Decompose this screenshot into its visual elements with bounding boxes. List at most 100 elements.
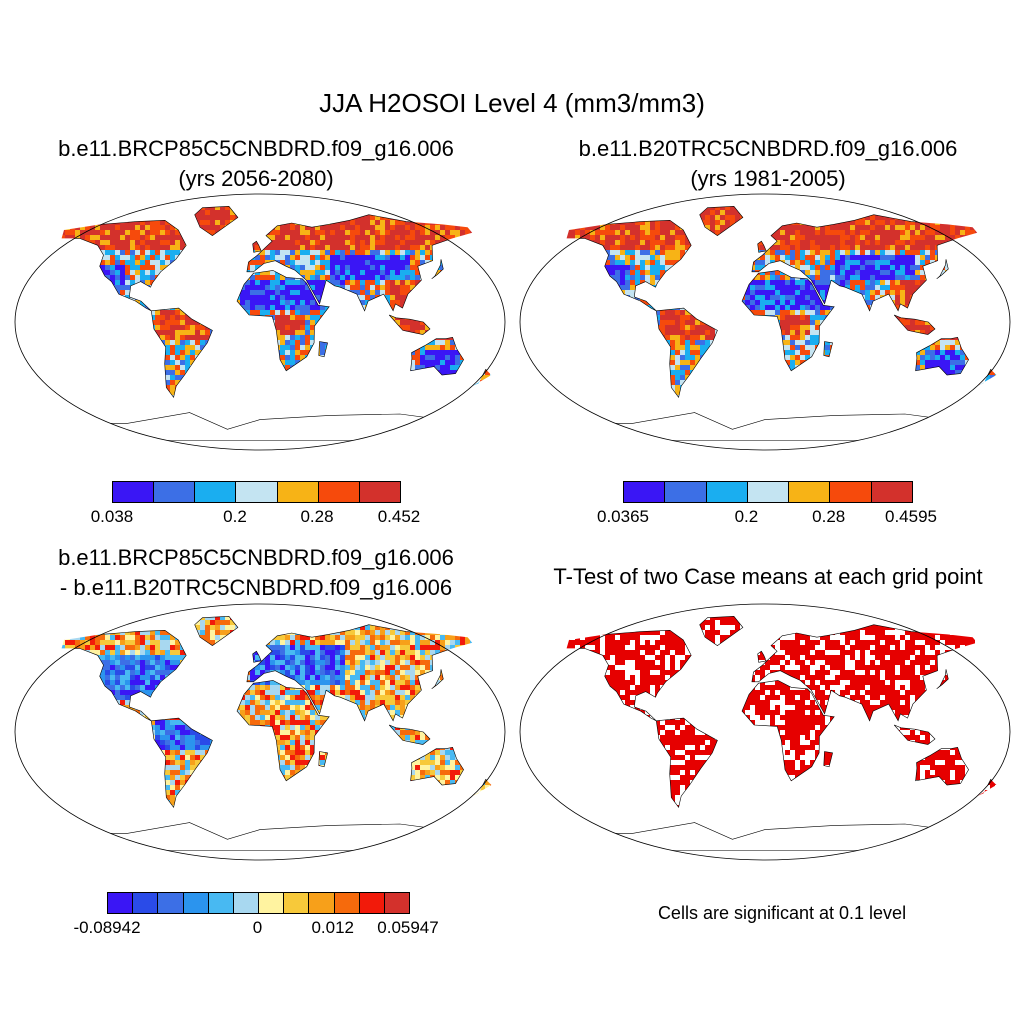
colorbar-label: 0.0365 — [583, 507, 663, 527]
africa-outline — [236, 680, 330, 782]
eurasia-outline — [751, 214, 978, 312]
japan-outline — [936, 669, 949, 690]
map-ttest — [519, 603, 1011, 861]
africa-outline — [741, 270, 835, 372]
map-border — [14, 603, 506, 861]
colorbar-swatch — [233, 893, 260, 913]
main-title: JJA H2OSOI Level 4 (mm3/mm3) — [0, 88, 1024, 119]
map-border — [519, 603, 1011, 861]
colorbar-difference — [107, 892, 410, 914]
australia-outline — [410, 746, 464, 786]
panel2-title-line2: (yrs 1981-2005) — [512, 164, 1024, 194]
colorbar-future — [112, 481, 401, 503]
colorbar-swatch — [277, 482, 319, 502]
colorbar-swatch — [359, 482, 400, 502]
eurasia-outline — [246, 624, 473, 722]
samerica-outline — [655, 307, 718, 398]
colorbar-swatch — [133, 893, 159, 913]
greenland-outline — [194, 615, 239, 646]
colorbar-swatch — [158, 893, 184, 913]
colorbar-swatch — [108, 893, 134, 913]
colorbar-swatch — [113, 482, 155, 502]
indonesia-outline — [893, 314, 936, 335]
map-difference — [14, 603, 506, 861]
colorbar-swatch — [284, 893, 310, 913]
colorbar-swatch — [384, 893, 410, 913]
madagascar-outline — [318, 341, 328, 358]
antarctica-outline — [561, 822, 969, 851]
colorbar-historical — [623, 481, 913, 503]
panel3-title: b.e11.BRCP85C5CNBDRD.f09_g16.006 - b.e11… — [0, 543, 512, 603]
panel2-title-line1: b.e11.B20TRC5CNBDRD.f09_g16.006 — [512, 134, 1024, 164]
panel4-title-line1: T-Test of two Case means at each grid po… — [512, 562, 1024, 592]
samerica-outline — [655, 717, 718, 808]
australia-outline — [915, 336, 969, 376]
colorbar-swatch — [665, 482, 707, 502]
map-border — [519, 193, 1011, 451]
australia-outline — [915, 746, 969, 786]
madagascar-outline — [823, 751, 833, 768]
japan-outline — [431, 259, 444, 280]
colorbar-swatch — [154, 482, 196, 502]
colorbar-label: 0.452 — [359, 507, 439, 527]
map-historical — [519, 193, 1011, 451]
greenland-outline — [699, 205, 744, 236]
antarctica-outline — [561, 412, 969, 441]
colorbar-swatch — [195, 482, 237, 502]
greenland-outline — [194, 205, 239, 236]
africa-outline — [236, 270, 330, 372]
samerica-outline — [150, 307, 213, 398]
colorbar-swatch — [334, 893, 360, 913]
significance-note: Cells are significant at 0.1 level — [512, 903, 1024, 924]
panel1-title: b.e11.BRCP85C5CNBDRD.f09_g16.006 (yrs 20… — [0, 134, 512, 194]
namerica-outline — [61, 629, 187, 722]
greenland-outline — [699, 615, 744, 646]
colorbar-swatch — [830, 482, 872, 502]
colorbar-label: -0.08942 — [67, 918, 147, 938]
colorbar-label: 0.038 — [72, 507, 152, 527]
panel3-title-line1: b.e11.BRCP85C5CNBDRD.f09_g16.006 — [0, 543, 512, 573]
colorbar-label: 0.4595 — [871, 507, 951, 527]
colorbar-swatch — [706, 482, 748, 502]
japan-outline — [936, 259, 949, 280]
panel1-title-line2: (yrs 2056-2080) — [0, 164, 512, 194]
namerica-outline — [61, 219, 187, 312]
samerica-outline — [150, 717, 213, 808]
australia-outline — [410, 336, 464, 376]
colorbar-swatch — [747, 482, 790, 502]
colorbar-label: 0.2 — [195, 507, 275, 527]
colorbar-swatch — [359, 893, 385, 913]
madagascar-outline — [823, 341, 833, 358]
africa-outline — [741, 680, 835, 782]
indonesia-outline — [388, 724, 431, 745]
colorbar-swatch — [871, 482, 912, 502]
colorbar-label: 0.28 — [277, 507, 357, 527]
japan-outline — [431, 669, 444, 690]
colorbar-swatch — [183, 893, 209, 913]
map-future — [14, 193, 506, 451]
land-field — [566, 206, 997, 398]
colorbar-label: 0.2 — [706, 507, 786, 527]
uk-outline — [252, 240, 262, 253]
colorbar-swatch — [318, 482, 360, 502]
panel2-title: b.e11.B20TRC5CNBDRD.f09_g16.006 (yrs 198… — [512, 134, 1024, 194]
panel4-title: T-Test of two Case means at each grid po… — [512, 562, 1024, 592]
colorbar-swatch — [789, 482, 831, 502]
uk-outline — [252, 650, 262, 663]
panel1-title-line1: b.e11.BRCP85C5CNBDRD.f09_g16.006 — [0, 134, 512, 164]
antarctica-outline — [56, 822, 464, 851]
land-field — [566, 616, 997, 808]
colorbar-swatch — [208, 893, 234, 913]
land-field — [61, 206, 492, 398]
uk-outline — [757, 650, 767, 663]
indonesia-outline — [388, 314, 431, 335]
panel3-title-line2: - b.e11.B20TRC5CNBDRD.f09_g16.006 — [0, 573, 512, 603]
colorbar-label: 0.05947 — [368, 918, 448, 938]
colorbar-swatch — [624, 482, 666, 502]
land-field — [61, 616, 492, 808]
map-border — [14, 193, 506, 451]
indonesia-outline — [893, 724, 936, 745]
colorbar-label: 0.28 — [789, 507, 869, 527]
eurasia-outline — [751, 624, 978, 722]
namerica-outline — [566, 219, 692, 312]
